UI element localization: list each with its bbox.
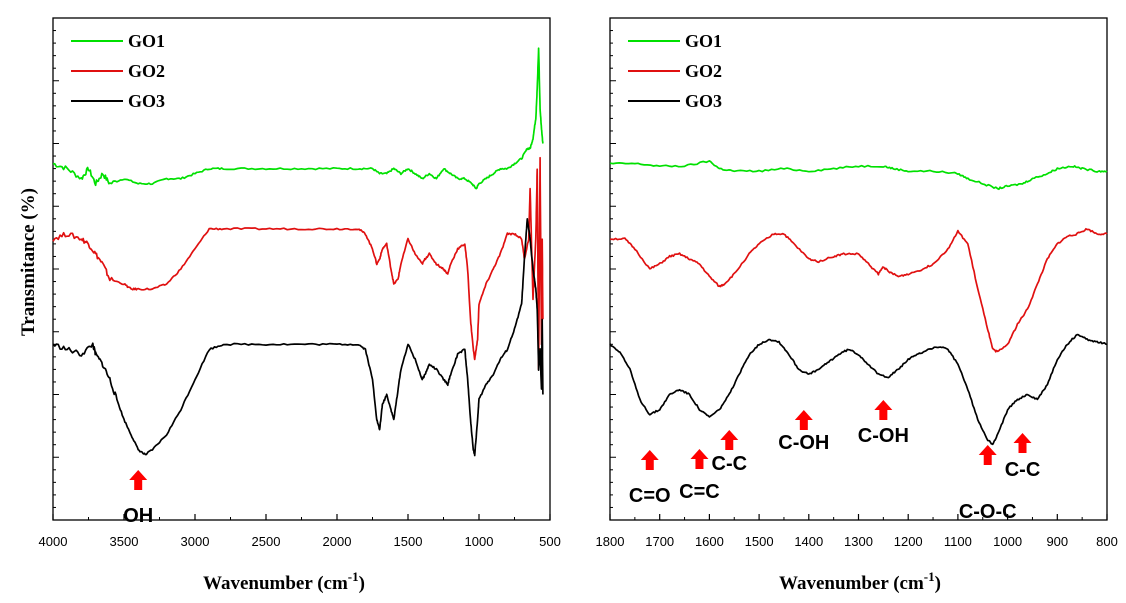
right-series-lines (609, 160, 1108, 446)
right-x-tick-label: 1100 (944, 534, 972, 549)
right-annotations: C=O C=C C-C C-OH C-OH C-O-C C-C (629, 400, 1040, 523)
right-x-tick-label: 1600 (695, 534, 724, 549)
left-panel: 4000 3500 3000 2500 2000 1500 1000 500 GO1GO2GO… (39, 17, 561, 594)
right-x-tick-label: 1800 (596, 534, 625, 549)
right-x-tick-label: 1000 (993, 534, 1022, 549)
left-legend: GO1 GO2 GO3 (71, 31, 165, 111)
right-legend: GO1 GO2 GO3 (628, 31, 722, 111)
right-annotation-arrow (720, 430, 739, 450)
right-x-tick-label: 1500 (745, 534, 774, 549)
right-annotation-arrow (690, 449, 709, 469)
left-x-tick-label: 1500 (394, 534, 423, 549)
right-panel: 1800 1700 1600 1500 1400 1300 1200 1100 1000 900 8… (596, 17, 1118, 594)
left-legend-label: GO2 (128, 61, 165, 81)
right-legend-label: GO1 (685, 31, 722, 51)
left-x-tick-label: 3500 (110, 534, 139, 549)
right-annotation-label: C-O-C (959, 501, 1017, 523)
right-x-tick-label: 1400 (794, 534, 823, 549)
right-annotation-arrow (874, 400, 893, 420)
right-series-line-go2 (609, 227, 1108, 353)
right-annotation-arrow (1013, 433, 1032, 453)
right-annotation-label: C-OH (858, 425, 909, 447)
right-series-line-go1 (609, 160, 1108, 191)
left-x-tick-label: 1000 (465, 534, 494, 549)
right-annotation-label: C-C (712, 453, 748, 475)
right-legend-label: GO2 (685, 61, 722, 81)
right-x-tick-label: 1700 (645, 534, 674, 549)
left-x-tick-label: 3000 (181, 534, 210, 549)
right-x-ticks: 1800 1700 1600 1500 1400 1300 1200 1100 1000 900 8… (596, 514, 1118, 549)
right-annotation-arrow (978, 445, 997, 465)
right-series-line-go3 (609, 333, 1108, 446)
left-series-lines (52, 47, 544, 457)
right-annotation-label: C=O (629, 485, 671, 507)
left-legend-label: GO1 (128, 31, 165, 51)
right-annotation-label: C=C (679, 481, 720, 503)
right-legend-label: GO3 (685, 91, 722, 111)
left-x-axis-title: Wavenumber (cm-1) (203, 569, 365, 594)
right-annotation-label: C-OH (778, 432, 829, 454)
right-annotation-arrow (794, 410, 813, 430)
left-annotation-arrow (129, 470, 148, 490)
left-series-line-go1 (52, 47, 544, 190)
left-x-ticks: 4000 3500 3000 2500 2000 1500 1000 500 (39, 514, 561, 549)
right-x-tick-label: 800 (1096, 534, 1118, 549)
left-series-line-go3 (52, 217, 544, 457)
left-x-tick-label: 500 (539, 534, 561, 549)
left-y-ticks (53, 17, 59, 521)
right-x-tick-label: 1200 (894, 534, 923, 549)
left-annotation-label: OH (123, 505, 153, 527)
right-x-axis-title: Wavenumber (cm-1) (779, 569, 941, 594)
right-y-ticks (610, 17, 616, 521)
left-series-line-go2 (52, 156, 544, 371)
left-legend-label: GO3 (128, 91, 165, 111)
right-annotation-arrow (640, 450, 659, 470)
left-x-tick-label: 2500 (252, 534, 281, 549)
left-annotations: OH (123, 470, 153, 527)
left-x-tick-label: 2000 (323, 534, 352, 549)
y-axis-title: Transmitance (%) (18, 188, 39, 336)
left-x-tick-label: 4000 (39, 534, 68, 549)
right-x-tick-label: 900 (1046, 534, 1068, 549)
right-annotation-label: C-C (1005, 459, 1041, 481)
right-x-tick-label: 1300 (844, 534, 873, 549)
